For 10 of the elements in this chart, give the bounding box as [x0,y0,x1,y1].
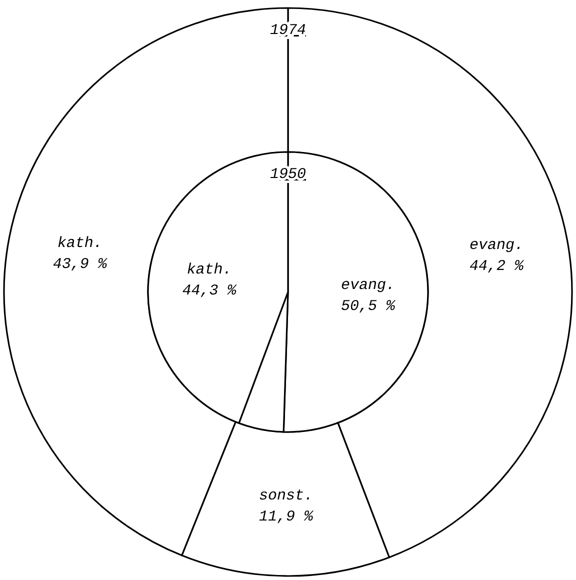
data-label: 43,9 % [52,256,108,274]
data-label: 44,3 % [182,282,238,300]
data-label: 50,5 % [340,298,396,315]
slice-label: kath. [186,261,232,278]
slice-label: evang. [340,276,395,294]
slice-label: kath. [57,235,102,252]
slice-label: evang. [469,237,524,254]
data-label: 11,9 % [258,508,314,526]
data-label: 44,2 % [469,258,524,276]
slice-label: sonst. [258,487,314,504]
